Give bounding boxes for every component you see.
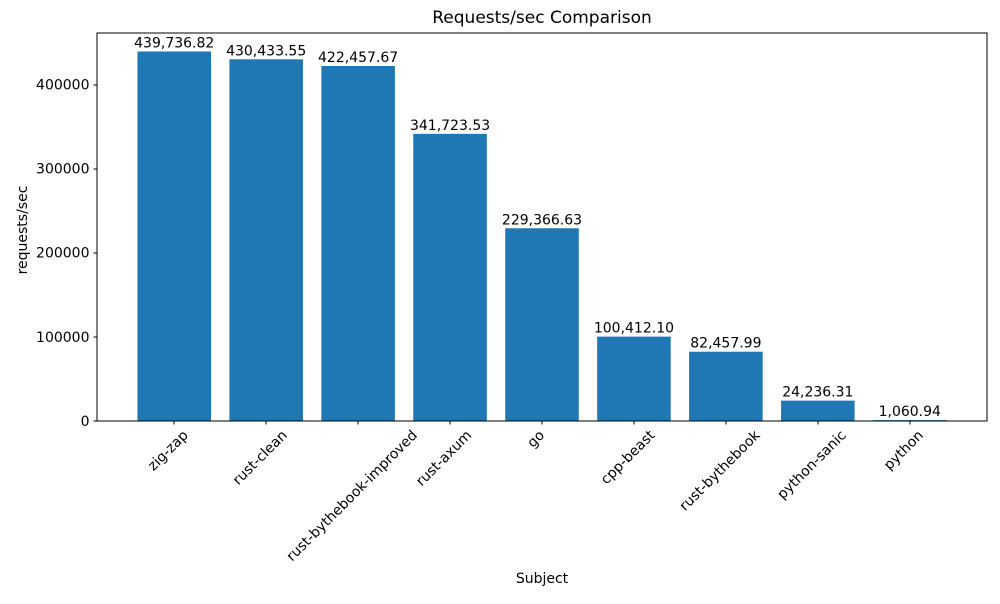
chart-title: Requests/sec Comparison xyxy=(432,8,652,28)
bar-rust-clean xyxy=(229,59,303,421)
plot-border xyxy=(96,32,988,422)
bar-python-sanic xyxy=(781,400,855,421)
x-tick-label: python-sanic xyxy=(774,428,849,503)
x-tick-label: rust-bythebook-improved xyxy=(284,428,421,565)
bar-rust-axum xyxy=(413,133,487,422)
bar-value-label: 341,723.53 xyxy=(410,118,490,134)
bar-value-label: 24,236.31 xyxy=(782,385,853,401)
x-tick-label: rust-axum xyxy=(413,428,475,490)
x-tick-label: python xyxy=(881,428,927,474)
bar-go xyxy=(505,228,579,421)
x-tick-label: rust-bythebook xyxy=(677,427,764,514)
bar-cpp-beast xyxy=(597,336,671,421)
bar-value-label: 82,457.99 xyxy=(690,336,761,352)
y-tick-label: 200000 xyxy=(36,246,89,262)
bar-rust-bythebook-improved xyxy=(321,65,395,421)
bar-value-label: 439,736.82 xyxy=(134,35,214,51)
x-tick-label: cpp-beast xyxy=(598,427,659,488)
x-tick-label: zig-zap xyxy=(145,427,192,474)
y-tick-label: 400000 xyxy=(36,78,89,94)
x-axis-label: Subject xyxy=(516,571,569,587)
y-tick-label: 0 xyxy=(81,414,90,430)
plot-area: 0 100000 200000 300000 400000 439,736.82 zig-z… xyxy=(36,32,988,565)
bar-rust-bythebook xyxy=(689,351,763,421)
bar-value-label: 1,060.94 xyxy=(879,404,941,420)
bar-value-label: 422,457.67 xyxy=(318,50,398,66)
y-tick-label: 300000 xyxy=(36,162,89,178)
y-tick-label: 100000 xyxy=(36,330,89,346)
y-axis-label: requests/sec xyxy=(15,186,31,275)
x-tick-label: go xyxy=(524,428,548,452)
bar-zig-zap xyxy=(137,51,212,421)
bar-value-label: 100,412.10 xyxy=(594,321,674,337)
x-tick-label: rust-clean xyxy=(230,428,291,489)
bar-value-label: 229,366.63 xyxy=(502,212,582,228)
bar-value-label: 430,433.55 xyxy=(226,43,306,59)
